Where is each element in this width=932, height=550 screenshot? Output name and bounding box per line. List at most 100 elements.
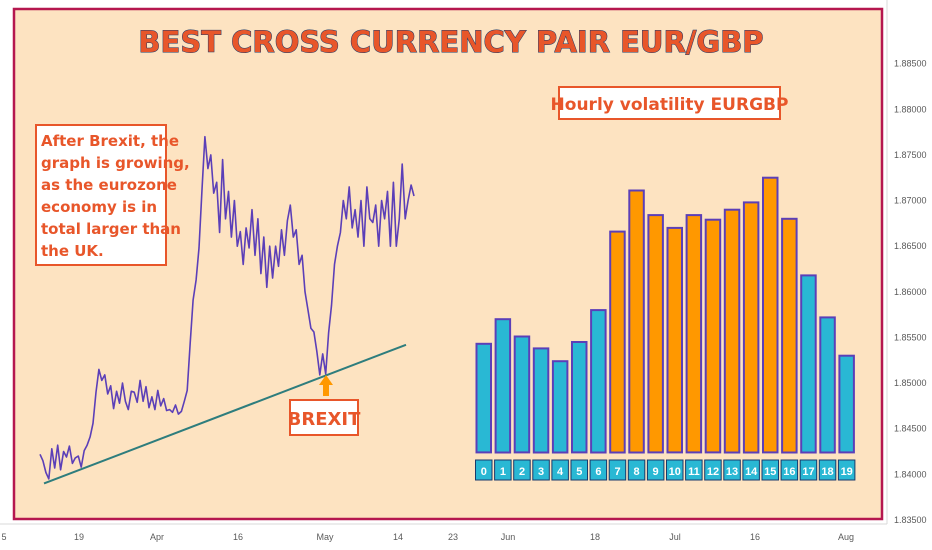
annotation-box: After Brexit, the graph is growing, as t…	[35, 124, 190, 266]
y-tick-label: 1.86500	[894, 241, 927, 251]
y-tick-label: 1.86000	[894, 287, 927, 297]
x-tick-label: Jun	[501, 532, 516, 542]
hour-label-box	[551, 459, 569, 481]
volatility-bar	[571, 341, 588, 454]
volatility-bar	[685, 214, 703, 454]
hour-label: 10	[669, 466, 681, 478]
chart-title: BEST CROSS CURRENCY PAIR EUR/GBP	[138, 25, 763, 59]
volatility-bar	[628, 189, 645, 454]
hour-label-box	[646, 459, 665, 481]
hour-label: 9	[653, 466, 659, 478]
brexit-marker: BREXIT	[288, 375, 361, 436]
histogram-title-frame	[558, 86, 781, 120]
hour-label-box	[513, 459, 531, 481]
histogram-title-box: Hourly volatility EURGBP	[551, 86, 788, 120]
hour-label: 8	[633, 466, 639, 478]
hour-label-box	[799, 459, 818, 481]
hour-label-box	[494, 459, 512, 481]
hour-label: 4	[557, 466, 564, 478]
x-axis-ticks: 5 19 Apr 16 May 14 23 Jun 18 Jul 16 Aug	[1, 532, 854, 542]
hour-label: 12	[707, 466, 719, 478]
x-tick-label: 14	[393, 532, 403, 542]
x-tick-label: 5	[1, 532, 6, 542]
hour-label: 0	[481, 466, 487, 478]
hour-label: 6	[595, 466, 601, 478]
volatility-bar	[704, 218, 722, 454]
x-tick-label: Apr	[150, 532, 164, 542]
hour-label: 3	[538, 466, 544, 478]
brexit-label: BREXIT	[288, 409, 361, 430]
x-tick-label: 19	[74, 532, 84, 542]
plot-frame	[12, 7, 884, 521]
hour-label: 5	[576, 466, 582, 478]
y-axis-ticks: 1.88500 1.88000 1.87500 1.87000 1.86500 1.860…	[894, 59, 927, 525]
hour-label-box	[818, 459, 837, 481]
volatility-bar	[723, 208, 741, 454]
annotation-line: graph is growing,	[41, 154, 190, 172]
hour-label-box	[532, 459, 550, 481]
y-tick-label: 1.87500	[894, 150, 927, 160]
y-tick-label: 1.84500	[894, 424, 927, 434]
hour-label: 18	[821, 466, 833, 478]
x-tick-label: 16	[233, 532, 243, 542]
volatility-bar	[609, 230, 626, 454]
annotation-box-frame	[35, 124, 167, 266]
annotation-line: the UK.	[41, 242, 104, 260]
hour-label-box	[475, 459, 493, 481]
hour-label: 15	[764, 466, 776, 478]
volatility-bar	[590, 309, 607, 454]
hour-label-box	[666, 459, 684, 481]
hour-label-box	[608, 459, 627, 481]
hour-label-box	[627, 459, 646, 481]
price-series-line	[39, 135, 415, 480]
hour-label-box	[742, 459, 760, 481]
volatility-bars	[475, 176, 855, 454]
annotation-line: total larger than	[41, 220, 181, 238]
hour-label: 2	[519, 466, 525, 478]
y-tick-label: 1.84000	[894, 469, 927, 479]
hour-label: 14	[745, 466, 758, 478]
x-tick-label: 23	[448, 532, 458, 542]
volatility-bar	[513, 335, 531, 454]
hour-label: 19	[841, 466, 853, 478]
support-trendline	[43, 343, 407, 485]
volatility-bar	[551, 360, 569, 454]
annotation-line: economy is in	[41, 198, 157, 216]
x-tick-label: Jul	[669, 532, 681, 542]
hour-label: 1	[500, 466, 506, 478]
arrow-up-icon	[319, 375, 333, 396]
volatility-bar	[647, 214, 664, 454]
hour-labels: 0 1 2 3 4 5 6 7 8 9 10 11 12 13 14 15 16 17 18 19	[475, 459, 856, 481]
annotation-line: as the eurozone	[41, 176, 177, 194]
x-tick-label: May	[316, 532, 334, 542]
x-tick-label: Aug	[838, 532, 854, 542]
y-tick-label: 1.85500	[894, 332, 927, 342]
hour-label-box	[780, 459, 799, 481]
hour-label: 11	[688, 466, 700, 478]
hour-label: 13	[726, 466, 738, 478]
hour-label-box	[761, 459, 779, 481]
volatility-bar	[475, 342, 492, 454]
volatility-bar	[494, 318, 512, 454]
x-tick-label: 18	[590, 532, 600, 542]
annotation-line: After Brexit, the	[41, 132, 179, 150]
volatility-bar	[781, 217, 798, 454]
hour-label-box	[723, 459, 741, 481]
volatility-bar	[762, 176, 779, 454]
hour-label: 17	[802, 466, 814, 478]
volatility-bar	[742, 201, 760, 454]
volatility-bar	[838, 354, 855, 454]
brexit-label-box	[289, 399, 359, 436]
hour-label-box	[570, 459, 588, 481]
volatility-bar	[800, 274, 817, 454]
y-tick-label: 1.83500	[894, 515, 927, 525]
hour-label: 7	[614, 466, 620, 478]
hour-label-box	[704, 459, 722, 481]
hour-label: 16	[783, 466, 795, 478]
y-tick-label: 1.87000	[894, 196, 927, 206]
volatility-bar	[666, 226, 683, 454]
volatility-bar	[532, 347, 550, 454]
hour-label-box	[685, 459, 703, 481]
y-tick-label: 1.88000	[894, 104, 927, 114]
